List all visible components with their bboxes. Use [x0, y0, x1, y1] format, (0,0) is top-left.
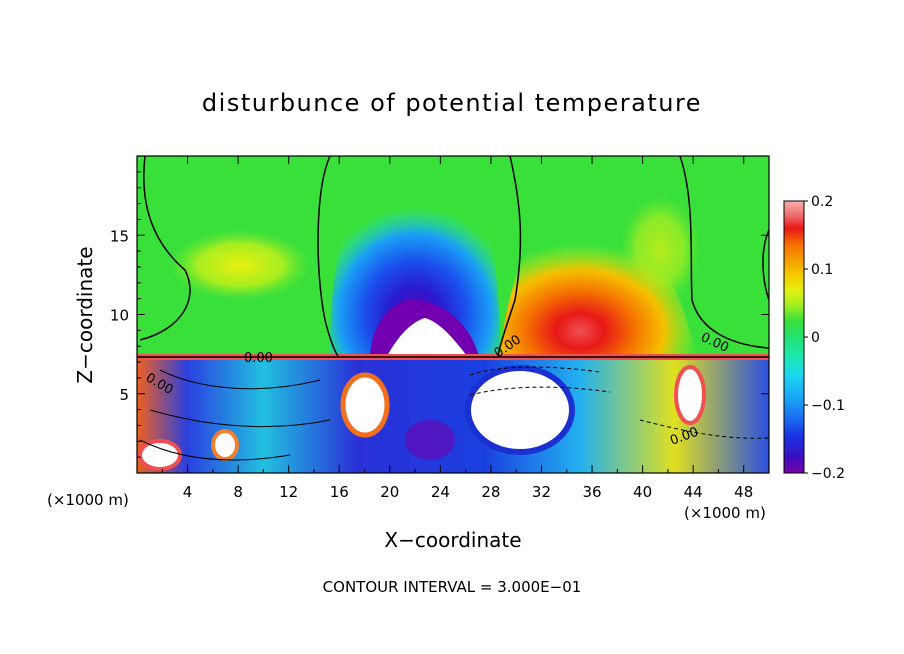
eddy-left	[340, 372, 390, 438]
eddy-b2	[211, 429, 239, 461]
x-tick-label: 28	[481, 483, 500, 501]
x-tick-label: 20	[380, 483, 399, 501]
x-axis-label: X−coordinate	[384, 528, 521, 552]
eddy-bl	[138, 439, 182, 471]
x-tick-label: 16	[330, 483, 349, 501]
x-tick-label: 36	[582, 483, 601, 501]
dashed-contour	[469, 366, 769, 439]
y-axis-label: Z−coordinate	[73, 246, 97, 383]
eddy-right	[674, 365, 706, 425]
colorbar-tick-label: 0.1	[811, 262, 833, 278]
chart-title: disturbunce of potential temperature	[202, 89, 702, 117]
y-axis: 5 10 15	[110, 171, 769, 458]
colorbar-tick-label: −0.2	[811, 466, 845, 482]
large-eddy	[465, 365, 575, 455]
colorbar-tick-label: 0.2	[811, 194, 833, 210]
cold-anomaly	[330, 179, 500, 360]
x-tick-label: 8	[233, 483, 243, 501]
x-tick-label: 4	[183, 483, 193, 501]
colorbar	[783, 200, 805, 474]
x-tick-label: 40	[633, 483, 652, 501]
zero-contour	[139, 369, 331, 461]
zero-contour	[139, 156, 191, 341]
colorbar-tick-label: −0.1	[811, 398, 845, 414]
x-unit-right: (×1000 m)	[684, 504, 766, 522]
x-tick-label: 44	[684, 483, 703, 501]
y-tick-label: 15	[110, 227, 129, 245]
x-tick-label: 32	[532, 483, 551, 501]
zero-contour	[317, 156, 339, 357]
cold-cap-white	[385, 318, 470, 360]
contour-label: 0.00	[244, 351, 273, 366]
x-unit-left: (×1000 m)	[47, 491, 129, 509]
lower-layer	[137, 358, 769, 473]
zero-contour	[497, 156, 522, 357]
colorbar-ticks: 0.2 0.1 0 −0.1 −0.2	[804, 194, 845, 482]
contour-interval-note: CONTOUR INTERVAL = 3.000E−01	[323, 578, 582, 596]
warm-anomaly	[500, 214, 700, 360]
zero-contour	[679, 156, 769, 349]
x-tick-label: 24	[431, 483, 450, 501]
colorbar-tick-label: 0	[811, 330, 820, 346]
plot-area: 0.00 0.00 0.00 0.00 0.00	[137, 156, 769, 473]
y-tick-label: 10	[110, 307, 129, 325]
x-tick-label: 48	[734, 483, 753, 501]
eddy-mid	[405, 420, 455, 460]
x-tick-label: 12	[279, 483, 298, 501]
zero-contour	[762, 229, 769, 301]
warm-patch-left	[170, 230, 310, 300]
y-tick-label: 5	[119, 386, 129, 404]
x-axis: 4 8 12 16 20 24 28 32 36 40 44 48	[161, 156, 753, 501]
